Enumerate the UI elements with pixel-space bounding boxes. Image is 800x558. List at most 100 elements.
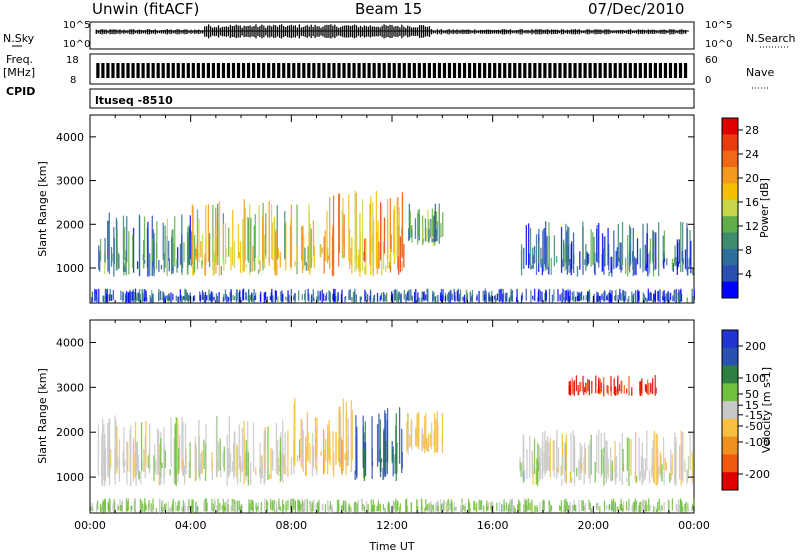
heatmap-cell (522, 464, 525, 483)
heatmap-cell (434, 295, 437, 303)
freq-mark (176, 63, 180, 78)
freq-mark (332, 63, 336, 78)
heatmap-cell (212, 205, 214, 262)
heatmap-cell (599, 506, 601, 513)
heatmap-cell (327, 500, 329, 511)
heatmap-cell (430, 218, 432, 239)
heatmap-cell (299, 500, 301, 512)
heatmap-cell (693, 290, 695, 300)
heatmap-cell (601, 293, 603, 301)
heatmap-cell (543, 501, 545, 511)
heatmap-cell (442, 503, 444, 513)
heatmap-cell (574, 296, 577, 302)
freq-mark (498, 63, 502, 78)
colorbar-swatch (722, 199, 738, 217)
heatmap-cell (593, 264, 596, 273)
heatmap-cell (300, 504, 302, 511)
heatmap-cell (385, 413, 387, 477)
heatmap-cell (579, 251, 581, 270)
heatmap-cell (232, 461, 234, 472)
heatmap-cell (525, 225, 527, 265)
heatmap-cell (381, 204, 383, 276)
heatmap-cell (254, 295, 256, 300)
heatmap-cell (366, 500, 368, 513)
heatmap-cell (567, 263, 569, 273)
heatmap-cell (232, 294, 234, 301)
heatmap-cell (602, 296, 605, 302)
heatmap-cell (236, 444, 238, 479)
heatmap-cell (387, 501, 389, 511)
heatmap-cell (252, 245, 254, 272)
heatmap-cell (104, 499, 106, 513)
heatmap-cell (407, 413, 409, 450)
heatmap-cell (193, 234, 196, 272)
heatmap-cell (636, 291, 639, 302)
heatmap-cell (369, 290, 372, 303)
heatmap-cell (621, 433, 623, 486)
heatmap-cell (393, 290, 395, 302)
heatmap-cell (584, 504, 586, 512)
heatmap-cell (660, 454, 662, 479)
heatmap-cell (634, 498, 637, 511)
heatmap-cell (177, 247, 179, 268)
heatmap-cell (643, 505, 646, 511)
heatmap-cell (511, 498, 513, 513)
freq-mark (442, 63, 447, 78)
colorbar-swatch (722, 248, 738, 266)
heatmap-cell (657, 290, 659, 302)
heatmap-cell (453, 502, 455, 511)
heatmap-cell (653, 505, 655, 513)
heatmap-cell (681, 250, 684, 262)
freq-mark (196, 63, 200, 78)
heatmap-cell (356, 503, 359, 513)
freq-mark (201, 63, 205, 78)
heatmap-cell (219, 502, 221, 511)
heatmap-cell (522, 447, 525, 472)
colorbar-tick-label: 50 (745, 388, 759, 401)
heatmap-cell (209, 293, 211, 301)
heatmap-cell (409, 434, 411, 448)
heatmap-cell (568, 296, 571, 303)
velocity-panel-frame (89, 319, 695, 514)
heatmap-cell (90, 506, 92, 511)
heatmap-cell (129, 429, 131, 472)
heatmap-cell (354, 190, 356, 272)
heatmap-cell (127, 442, 129, 472)
heatmap-cell (354, 288, 356, 302)
heatmap-cell (581, 445, 583, 473)
heatmap-cell (463, 294, 466, 303)
heatmap-cell (364, 289, 366, 302)
heatmap-cell (572, 430, 575, 473)
heatmap-cell (565, 434, 568, 485)
heatmap-cell (418, 297, 420, 303)
heatmap-cell (677, 261, 680, 267)
freq-mark (588, 63, 592, 78)
heatmap-cell (371, 238, 373, 253)
heatmap-cell (633, 501, 635, 512)
freq-mark (121, 63, 125, 78)
heatmap-cell (118, 459, 121, 477)
heatmap-cell (249, 294, 252, 301)
heatmap-cell (370, 499, 373, 512)
heatmap-cell (440, 499, 442, 512)
heatmap-cell (193, 257, 195, 275)
heatmap-cell (513, 505, 515, 513)
heatmap-cell (217, 221, 219, 256)
freq-mark (297, 63, 301, 78)
heatmap-cell (161, 501, 163, 511)
heatmap-cell (426, 437, 429, 452)
heatmap-cell (576, 295, 579, 301)
heatmap-cell (267, 465, 270, 470)
freq-mark (432, 63, 437, 78)
heatmap-cell (468, 502, 471, 511)
heatmap-cell (135, 297, 137, 302)
heatmap-cell (560, 465, 562, 477)
heatmap-cell (255, 502, 257, 511)
heatmap-cell (186, 293, 188, 300)
heatmap-cell (646, 430, 648, 471)
heatmap-cell (491, 500, 494, 510)
heatmap-cell (422, 433, 424, 449)
heatmap-cell (162, 222, 164, 260)
heatmap-cell (659, 451, 661, 475)
